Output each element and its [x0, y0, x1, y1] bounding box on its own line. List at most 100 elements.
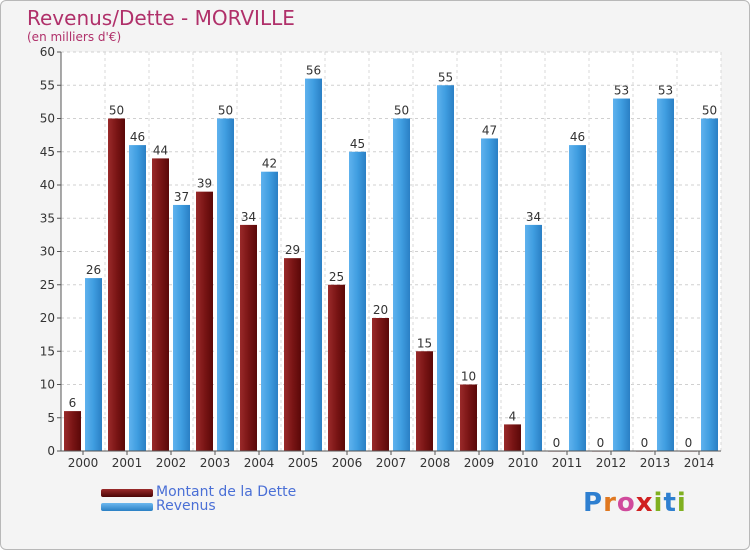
x-tick-label: 2011 [552, 456, 583, 470]
y-tick-label: 15 [40, 344, 55, 358]
bar-dette [284, 258, 301, 451]
y-tick-label: 60 [40, 45, 55, 59]
data-label-revenus: 53 [658, 84, 673, 98]
data-label-dette: 25 [329, 270, 344, 284]
x-tick-label: 2000 [68, 456, 99, 470]
logo-letter: i [653, 488, 664, 518]
bar-dette [328, 284, 345, 451]
bar-dette [108, 118, 125, 451]
bar-dette [460, 384, 477, 451]
bar-revenus [481, 138, 498, 451]
bar-dette [504, 424, 521, 451]
bar-revenus [613, 98, 630, 452]
logo-letter: r [603, 488, 617, 518]
x-tick-label: 2004 [244, 456, 275, 470]
labels-layer: 6 26 50 46 44 37 39 50 34 42 29 56 25 45 20 50 15 55 10 47 4… [69, 64, 717, 450]
logo-letter: P [583, 488, 604, 518]
data-label-revenus: 46 [130, 130, 145, 144]
data-label-dette: 6 [69, 396, 77, 410]
x-tick-label: 2003 [200, 456, 231, 470]
data-label-revenus: 50 [218, 104, 233, 118]
x-tick-label: 2014 [684, 456, 715, 470]
y-tick-label: 20 [40, 311, 55, 325]
x-tick-label: 2001 [112, 456, 143, 470]
logo-letter: t [663, 488, 677, 518]
data-label-revenus: 42 [262, 157, 277, 171]
legend-swatch-dette [101, 489, 153, 497]
y-tick-label: 10 [40, 378, 55, 392]
data-label-revenus: 55 [438, 70, 453, 84]
chart-title: Revenus/Dette - MORVILLE [27, 6, 295, 30]
bars-layer [64, 78, 718, 452]
data-label-revenus: 47 [482, 123, 497, 137]
data-label-dette: 0 [685, 436, 693, 450]
data-label-revenus: 34 [526, 210, 541, 224]
x-tick-label: 2009 [464, 456, 495, 470]
y-tick-label: 35 [40, 211, 55, 225]
data-label-dette: 10 [461, 370, 476, 384]
x-tick-label: 2008 [420, 456, 451, 470]
data-label-revenus: 45 [350, 137, 365, 151]
data-label-dette: 20 [373, 303, 388, 317]
bar-revenus [701, 118, 718, 451]
y-tick-label: 30 [40, 245, 55, 259]
y-tick-label: 0 [47, 444, 55, 458]
legend-label-dette: Montant de la Dette [156, 484, 297, 500]
y-tick-label: 40 [40, 178, 55, 192]
x-tick-label: 2012 [596, 456, 627, 470]
chart-subtitle: (en milliers d'€) [27, 30, 122, 44]
y-tick-label: 25 [40, 278, 55, 292]
data-label-revenus: 56 [306, 64, 321, 78]
data-label-dette: 15 [417, 336, 432, 350]
bar-revenus [173, 204, 190, 451]
bar-dette [152, 158, 169, 451]
y-tick-label: 5 [47, 411, 55, 425]
x-tick-label: 2013 [640, 456, 671, 470]
x-tick-label: 2002 [156, 456, 187, 470]
x-tick-label: 2010 [508, 456, 539, 470]
bar-revenus [305, 78, 322, 451]
grid-layer [60, 51, 722, 452]
data-label-dette: 0 [641, 436, 649, 450]
bar-revenus [525, 224, 542, 451]
y-tick-label: 55 [40, 78, 55, 92]
bar-revenus [261, 171, 278, 451]
data-label-dette: 0 [597, 436, 605, 450]
data-label-dette: 29 [285, 243, 300, 257]
data-label-dette: 0 [553, 436, 561, 450]
bar-dette [196, 191, 213, 451]
logo-letter: o [616, 488, 636, 518]
data-label-revenus: 50 [702, 104, 717, 118]
bar-revenus [569, 145, 586, 451]
x-tick-label: 2006 [332, 456, 363, 470]
y-tick-label: 50 [40, 112, 55, 126]
bar-revenus [437, 85, 454, 451]
bar-dette [416, 351, 433, 451]
data-label-revenus: 37 [174, 190, 189, 204]
bar-revenus [349, 151, 366, 451]
bar-revenus [217, 118, 234, 451]
data-label-revenus: 50 [394, 104, 409, 118]
x-tick-label: 2007 [376, 456, 407, 470]
logo-letter: i [676, 488, 687, 518]
data-label-revenus: 46 [570, 130, 585, 144]
proxiti-logo: Proxiti [583, 488, 687, 518]
bar-revenus [393, 118, 410, 451]
y-tick-label: 45 [40, 145, 55, 159]
bar-dette [64, 411, 81, 451]
data-label-dette: 4 [509, 409, 517, 423]
bar-revenus [657, 98, 674, 452]
data-label-dette: 39 [197, 177, 212, 191]
logo-letter: x [635, 488, 654, 518]
data-label-revenus: 26 [86, 263, 101, 277]
data-label-dette: 34 [241, 210, 256, 224]
bar-revenus [129, 145, 146, 451]
data-label-dette: 44 [153, 143, 168, 157]
bar-revenus [85, 278, 102, 451]
data-label-dette: 50 [109, 104, 124, 118]
bar-dette [240, 224, 257, 451]
legend-label-revenus: Revenus [156, 498, 216, 514]
